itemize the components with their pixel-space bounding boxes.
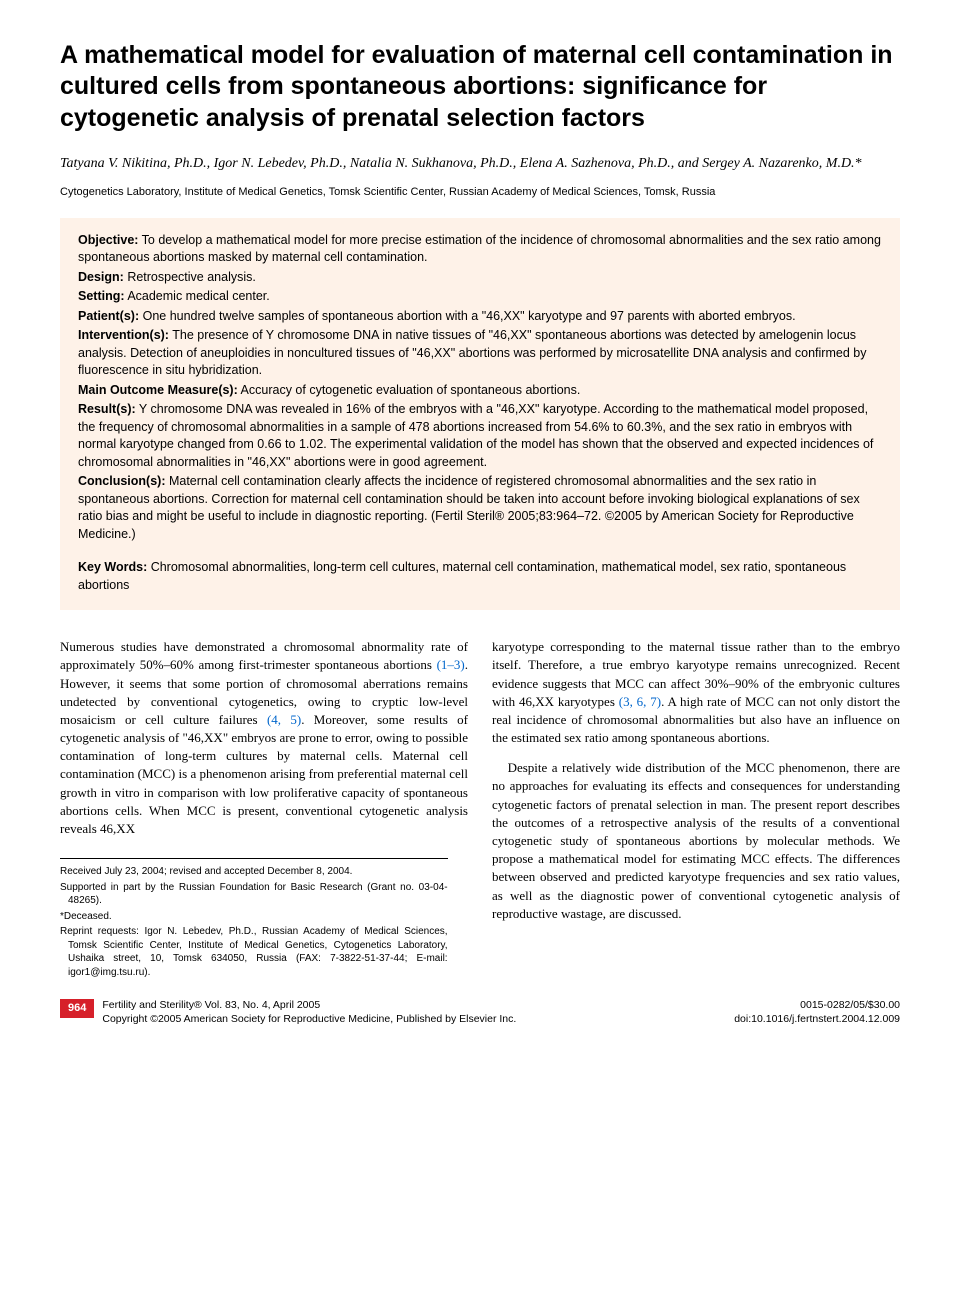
body-text: . Moreover, some results of cytogenetic … [60, 712, 468, 836]
footer-left: 964 Fertility and Sterility® Vol. 83, No… [60, 999, 516, 1026]
doi-text: doi:10.1016/j.fertnstert.2004.12.009 [734, 1013, 900, 1027]
keywords-text: Chromosomal abnormalities, long-term cel… [78, 560, 846, 592]
conclusions-text: Maternal cell contamination clearly affe… [78, 474, 860, 541]
body-paragraph: Despite a relatively wide distribution o… [492, 759, 900, 923]
abstract-conclusions: Conclusion(s): Maternal cell contaminati… [78, 473, 882, 543]
keywords-label: Key Words: [78, 560, 147, 574]
results-label: Result(s): [78, 402, 136, 416]
citation-link[interactable]: (4, 5) [267, 712, 301, 727]
patients-text: One hundred twelve samples of spontaneou… [139, 309, 795, 323]
citation-link[interactable]: (1–3) [437, 657, 465, 672]
conclusions-label: Conclusion(s): [78, 474, 166, 488]
interventions-text: The presence of Y chromosome DNA in nati… [78, 328, 866, 377]
footnote-deceased: *Deceased. [60, 910, 448, 924]
footnote-received: Received July 23, 2004; revised and acce… [60, 865, 448, 879]
keywords-box: Key Words: Chromosomal abnormalities, lo… [78, 553, 882, 594]
abstract-outcome: Main Outcome Measure(s): Accuracy of cyt… [78, 382, 882, 400]
abstract-setting: Setting: Academic medical center. [78, 288, 882, 306]
body-column-left: Numerous studies have demonstrated a chr… [60, 638, 468, 981]
footer-center: Fertility and Sterility® Vol. 83, No. 4,… [102, 999, 516, 1026]
setting-text: Academic medical center. [125, 289, 270, 303]
body-columns: Numerous studies have demonstrated a chr… [60, 638, 900, 981]
design-text: Retrospective analysis. [124, 270, 256, 284]
footer-right: 0015-0282/05/$30.00 doi:10.1016/j.fertns… [734, 999, 900, 1026]
abstract-results: Result(s): Y chromosome DNA was revealed… [78, 401, 882, 471]
patients-label: Patient(s): [78, 309, 139, 323]
copyright-text: Copyright ©2005 American Society for Rep… [102, 1013, 516, 1027]
footnote-supported: Supported in part by the Russian Foundat… [60, 881, 448, 908]
article-title: A mathematical model for evaluation of m… [60, 40, 900, 134]
issn-text: 0015-0282/05/$30.00 [734, 999, 900, 1013]
abstract-patients: Patient(s): One hundred twelve samples o… [78, 308, 882, 326]
design-label: Design: [78, 270, 124, 284]
abstract-box: Objective: To develop a mathematical mod… [60, 218, 900, 611]
body-paragraph: Numerous studies have demonstrated a chr… [60, 638, 468, 838]
page-number-badge: 964 [60, 999, 94, 1017]
outcome-label: Main Outcome Measure(s): [78, 383, 238, 397]
body-column-right: karyotype corresponding to the maternal … [492, 638, 900, 981]
outcome-text: Accuracy of cytogenetic evaluation of sp… [238, 383, 581, 397]
objective-label: Objective: [78, 233, 138, 247]
footnote-reprint: Reprint requests: Igor N. Lebedev, Ph.D.… [60, 925, 448, 979]
abstract-interventions: Intervention(s): The presence of Y chrom… [78, 327, 882, 380]
page-footer: 964 Fertility and Sterility® Vol. 83, No… [60, 999, 900, 1026]
footnotes: Received July 23, 2004; revised and acce… [60, 858, 448, 979]
abstract-objective: Objective: To develop a mathematical mod… [78, 232, 882, 267]
author-list: Tatyana V. Nikitina, Ph.D., Igor N. Lebe… [60, 154, 900, 174]
interventions-label: Intervention(s): [78, 328, 169, 342]
objective-text: To develop a mathematical model for more… [78, 233, 881, 265]
citation-link[interactable]: (3, 6, 7) [619, 694, 661, 709]
body-paragraph: karyotype corresponding to the maternal … [492, 638, 900, 747]
results-text: Y chromosome DNA was revealed in 16% of … [78, 402, 873, 469]
setting-label: Setting: [78, 289, 125, 303]
affiliation: Cytogenetics Laboratory, Institute of Me… [60, 185, 900, 199]
body-text: Numerous studies have demonstrated a chr… [60, 639, 468, 672]
journal-info: Fertility and Sterility® Vol. 83, No. 4,… [102, 999, 516, 1013]
abstract-design: Design: Retrospective analysis. [78, 269, 882, 287]
